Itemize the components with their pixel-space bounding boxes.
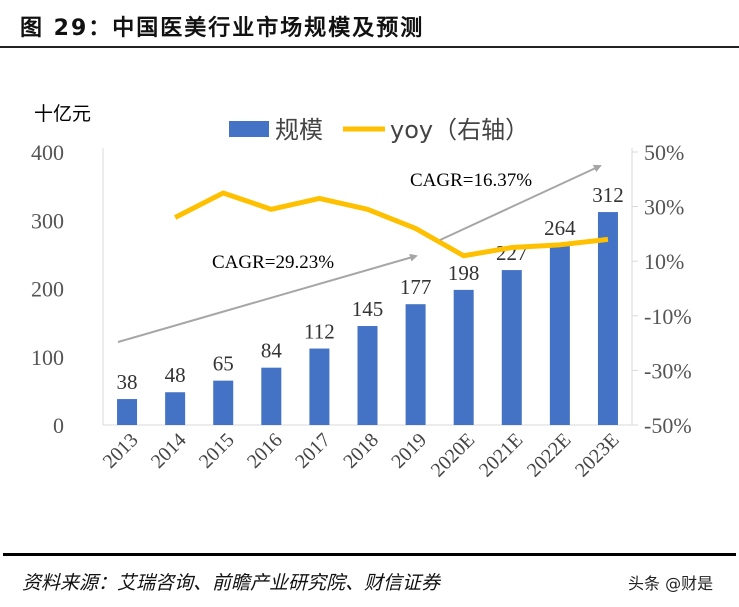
bar-2019	[405, 304, 426, 425]
right-tick-label: 50%	[644, 140, 684, 165]
right-tick-label: 10%	[644, 249, 684, 274]
right-tick-label: -10%	[644, 304, 692, 329]
legend-bar-label: 规模	[275, 116, 323, 144]
data-label-2018: 145	[352, 297, 384, 321]
right-tick-label: 30%	[644, 195, 684, 220]
left-tick-label: 300	[31, 208, 64, 233]
bar-2016	[261, 367, 282, 425]
x-tick-label: 2013	[99, 429, 143, 473]
cagr-arrow-2013-2019	[117, 253, 418, 343]
data-label-2020E: 198	[448, 261, 480, 285]
x-tick-label: 2022E	[523, 429, 575, 481]
data-label-2017: 112	[304, 320, 335, 344]
left-tick-label: 400	[31, 140, 64, 165]
cagr-arrow-2019-2023	[439, 164, 602, 241]
left-tick-label: 100	[31, 345, 64, 370]
bar-2018	[357, 326, 378, 425]
bar-2020E	[453, 289, 474, 425]
bar-2015	[213, 380, 234, 425]
source-note: 资料来源：艾瑞咨询、前瞻产业研究院、财信证券	[22, 572, 441, 594]
title-divider	[0, 46, 739, 48]
data-label-2014: 48	[165, 363, 186, 387]
x-tick-label: 2016	[243, 429, 287, 473]
bar-2021E	[501, 270, 522, 425]
data-label-2015: 65	[213, 352, 234, 376]
bar-2017	[309, 348, 330, 425]
watermark: 头条 @财是	[628, 574, 714, 593]
bar-2014	[165, 392, 186, 425]
cagr-label-2019-2023: CAGR=16.37%	[410, 170, 532, 191]
data-label-2019: 177	[400, 275, 432, 299]
x-tick-label: 2018	[339, 429, 383, 473]
data-label-2016: 84	[261, 339, 283, 363]
data-label-2022E: 264	[544, 216, 576, 240]
left-tick-label: 0	[53, 413, 64, 438]
x-tick-label: 2020E	[427, 429, 479, 481]
x-tick-label: 2019	[387, 429, 431, 473]
right-tick-label: -30%	[644, 358, 692, 383]
data-label-2023E: 312	[592, 183, 624, 207]
x-tick-label: 2023E	[571, 429, 623, 481]
figure-title: 图 29：中国医美行业市场规模及预测	[20, 16, 425, 41]
bar-2013	[117, 399, 138, 425]
legend-bar-swatch	[229, 121, 269, 137]
footer-divider	[3, 553, 736, 556]
legend-line-label: yoy（右轴）	[390, 116, 529, 144]
x-tick-label: 2015	[195, 429, 239, 473]
bar-2023E	[597, 212, 618, 425]
x-tick-label: 2017	[291, 429, 335, 473]
x-tick-label: 2014	[147, 429, 191, 473]
right-tick-label: -50%	[644, 413, 692, 438]
data-label-2013: 38	[117, 370, 138, 394]
left-tick-label: 200	[31, 277, 64, 302]
bar-2022E	[549, 244, 570, 425]
cagr-label-2013-2019: CAGR=29.23%	[212, 252, 334, 273]
unit-label: 十亿元	[34, 103, 91, 125]
yoy-line	[173, 190, 609, 259]
x-tick-label: 2021E	[475, 429, 527, 481]
